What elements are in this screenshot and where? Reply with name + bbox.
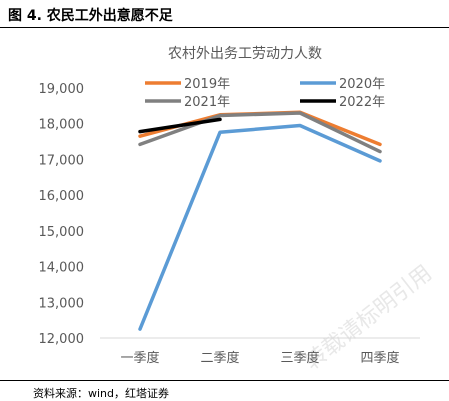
y-tick-label: 13,000 [39,296,85,311]
y-axis: 12,000 13,000 14,000 15,000 16,000 17,000 18,0… [39,82,85,347]
legend-label: 2022年 [339,95,385,110]
legend-label: 2019年 [184,77,230,92]
top-rule [0,27,449,28]
source-note: 资料来源：wind，红塔证券 [33,387,170,400]
legend-label: 2021年 [184,95,230,110]
series-line [138,111,382,154]
y-tick-label: 16,000 [39,189,85,204]
x-axis: 一季度 二季度 三季度 四季度 [100,337,420,366]
bottom-rule [0,380,449,381]
y-tick-label: 12,000 [39,332,85,347]
y-tick-label: 14,000 [39,261,85,276]
series-line [138,117,222,134]
x-tick-label: 三季度 [280,350,319,366]
y-tick-label: 17,000 [39,153,85,168]
x-tick-label: 四季度 [360,350,399,366]
chart-title: 农村外出务工劳动力人数 [168,46,322,62]
legend-label: 2020年 [339,77,385,92]
y-tick-label: 18,000 [39,118,85,133]
legend: 2019年 2020年 2021年 2022年 [145,77,385,110]
series-line [138,123,382,331]
x-tick-label: 二季度 [200,350,239,366]
figure-title: 图 4. 农民工外出意愿不足 [8,8,173,24]
y-tick-label: 19,000 [39,82,85,97]
y-tick-label: 15,000 [39,225,85,240]
series-lines [138,110,382,331]
x-tick-label: 一季度 [120,350,159,366]
